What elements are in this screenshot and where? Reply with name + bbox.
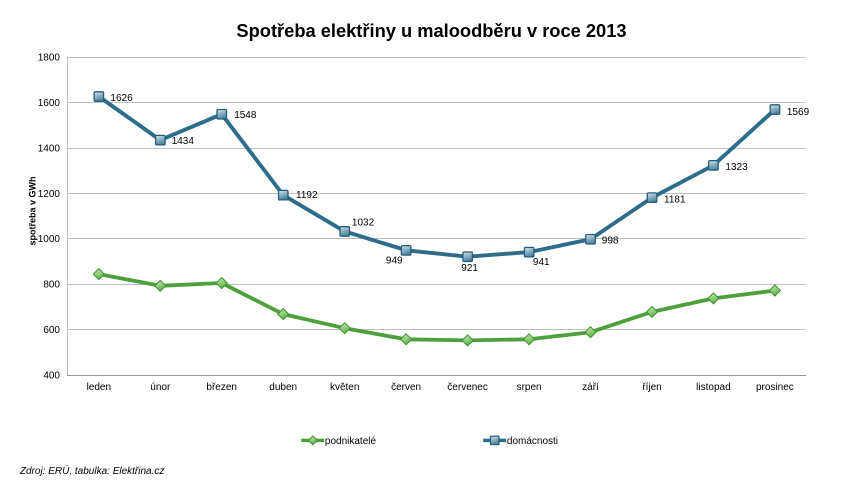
svg-text:1600: 1600 [38, 98, 61, 109]
svg-text:spotřeba v GWh: spotřeba v GWh [27, 176, 37, 245]
svg-text:941: 941 [533, 257, 550, 268]
svg-text:1323: 1323 [725, 162, 748, 173]
svg-text:podnikatelé: podnikatelé [325, 436, 377, 447]
svg-text:921: 921 [461, 263, 478, 274]
svg-text:1548: 1548 [234, 110, 257, 121]
svg-text:září: září [582, 382, 599, 393]
svg-text:1626: 1626 [110, 93, 133, 104]
svg-text:1181: 1181 [664, 194, 686, 205]
svg-text:400: 400 [43, 371, 60, 382]
svg-text:1800: 1800 [38, 53, 61, 64]
svg-text:1569: 1569 [787, 107, 810, 118]
svg-text:srpen: srpen [517, 382, 542, 393]
svg-text:1434: 1434 [172, 136, 195, 147]
svg-text:květen: květen [330, 382, 359, 393]
svg-text:říjen: říjen [642, 382, 661, 393]
svg-text:listopad: listopad [696, 382, 730, 393]
svg-text:leden: leden [87, 382, 111, 393]
svg-text:1032: 1032 [352, 218, 375, 229]
svg-text:domácnosti: domácnosti [507, 436, 558, 447]
svg-text:prosinec: prosinec [756, 382, 794, 393]
svg-text:1200: 1200 [38, 189, 61, 200]
svg-text:949: 949 [386, 256, 403, 267]
svg-text:800: 800 [43, 280, 60, 291]
svg-text:600: 600 [43, 325, 60, 336]
svg-text:1400: 1400 [38, 143, 61, 154]
svg-text:červen: červen [391, 382, 421, 393]
svg-text:Spotřeba elektřiny u maloodběr: Spotřeba elektřiny u maloodběru v roce 2… [236, 20, 626, 41]
svg-text:duben: duben [269, 382, 297, 393]
svg-text:998: 998 [602, 235, 619, 246]
svg-text:1000: 1000 [38, 234, 61, 245]
svg-text:1192: 1192 [296, 190, 318, 201]
svg-text:březen: březen [206, 382, 237, 393]
svg-text:červenec: červenec [447, 382, 488, 393]
svg-text:Zdroj: ERÚ, tabulka: Elektřina: Zdroj: ERÚ, tabulka: Elektřina.cz [19, 464, 165, 477]
svg-text:únor: únor [150, 382, 171, 393]
